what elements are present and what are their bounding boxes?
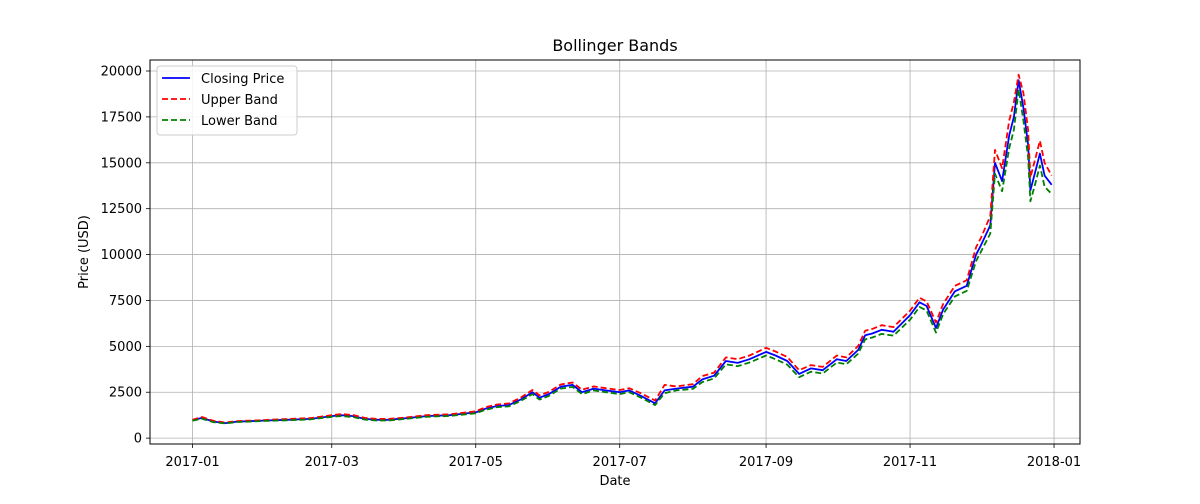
x-axis: 2017-01 2017-03 2017-05 2017-07 2017-09 2017-…	[165, 444, 1081, 470]
series-line-lower-band	[192, 88, 1053, 425]
chart-title: Bollinger Bands	[552, 36, 677, 55]
x-tick-label: 2017-05	[449, 455, 503, 470]
y-tick-label: 10000	[101, 248, 142, 263]
y-tick-label: 2500	[109, 386, 142, 401]
x-tick-label: 2017-01	[165, 455, 219, 470]
y-tick-label: 20000	[101, 65, 142, 80]
y-tick-label: 5000	[109, 340, 142, 355]
series-lines	[192, 73, 1053, 425]
y-tick-label: 17500	[101, 110, 142, 125]
x-tick-label: 2017-07	[593, 455, 647, 470]
y-axis-label: Price (USD)	[77, 215, 92, 289]
y-tick-label: 7500	[109, 294, 142, 309]
x-tick-label: 2018-01	[1027, 455, 1081, 470]
x-tick-label: 2017-03	[305, 455, 359, 470]
legend-label-lower-band: Lower Band	[201, 114, 277, 129]
legend-label-upper-band: Upper Band	[201, 93, 278, 108]
series-line-closing-price	[192, 79, 1053, 425]
grid-lines	[150, 60, 1080, 444]
legend-box	[156, 65, 298, 136]
chart-legend: Closing Price Upper Band Lower Band	[156, 65, 298, 136]
legend-label-closing-price: Closing Price	[201, 72, 284, 87]
x-tick-label: 2017-09	[739, 455, 793, 470]
y-axis: 0 2500 5000 7500 10000 12500 15000 17500 20000	[101, 65, 150, 447]
series-line-upper-band	[192, 73, 1053, 424]
y-tick-label: 15000	[101, 156, 142, 171]
y-tick-label: 0	[134, 432, 142, 447]
x-tick-label: 2017-11	[883, 455, 937, 470]
y-tick-label: 12500	[101, 202, 142, 217]
plot-area-frame	[149, 59, 1081, 445]
x-axis-label: Date	[599, 474, 630, 489]
